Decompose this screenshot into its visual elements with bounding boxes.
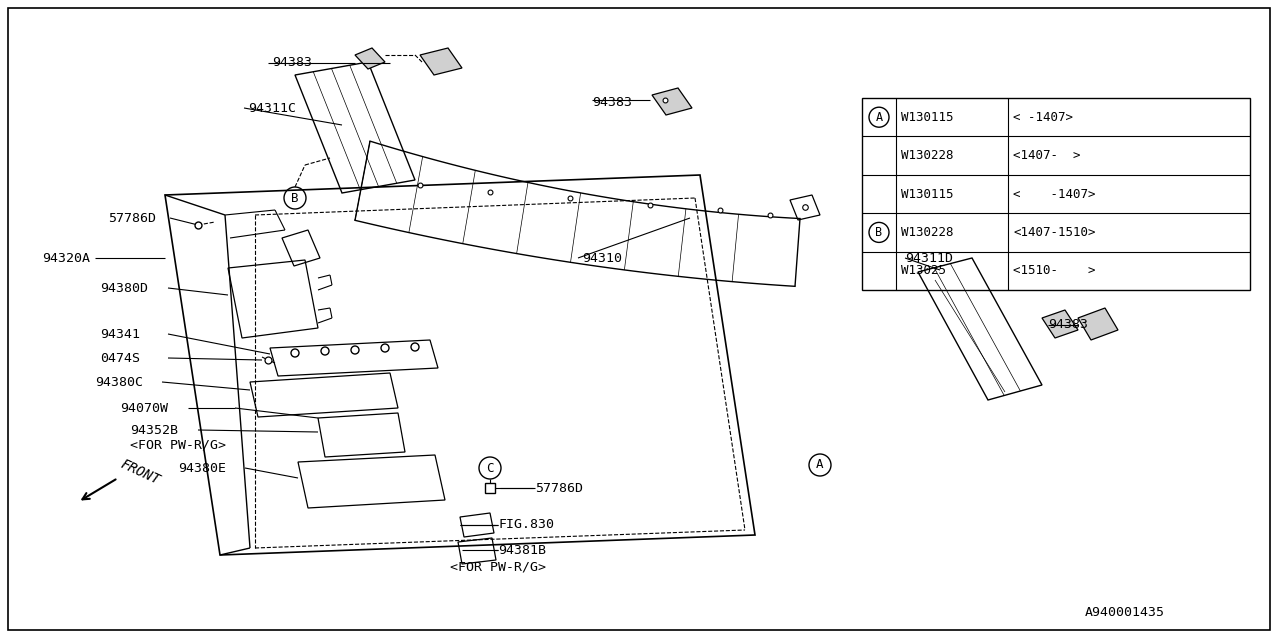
Text: W130228: W130228 bbox=[901, 226, 954, 239]
Text: 94352B: 94352B bbox=[131, 424, 178, 436]
Text: 94380E: 94380E bbox=[178, 461, 227, 474]
Text: 57786D: 57786D bbox=[108, 211, 156, 225]
Text: 94320A: 94320A bbox=[42, 252, 90, 264]
Text: 57786D: 57786D bbox=[535, 481, 582, 495]
Polygon shape bbox=[355, 48, 385, 69]
Text: 94383: 94383 bbox=[1048, 319, 1088, 332]
Text: <1407-  >: <1407- > bbox=[1012, 149, 1080, 162]
Text: <    -1407>: < -1407> bbox=[1012, 188, 1096, 200]
Text: 94070W: 94070W bbox=[120, 401, 168, 415]
Text: W130228: W130228 bbox=[901, 149, 954, 162]
Text: 94381B: 94381B bbox=[498, 543, 547, 557]
Text: 0474S: 0474S bbox=[100, 351, 140, 365]
Text: B: B bbox=[876, 226, 883, 239]
Text: W13025: W13025 bbox=[901, 264, 946, 277]
Text: 94380C: 94380C bbox=[95, 376, 143, 388]
Polygon shape bbox=[1042, 310, 1078, 338]
Text: <1510-    >: <1510- > bbox=[1012, 264, 1096, 277]
Text: < -1407>: < -1407> bbox=[1012, 111, 1073, 124]
Text: <FOR PW-R/G>: <FOR PW-R/G> bbox=[451, 561, 547, 573]
Polygon shape bbox=[652, 88, 692, 115]
Text: 94310: 94310 bbox=[582, 252, 622, 264]
Text: C: C bbox=[486, 461, 494, 474]
Text: W130115: W130115 bbox=[901, 188, 954, 200]
Text: A: A bbox=[876, 111, 883, 124]
Text: A940001435: A940001435 bbox=[1085, 605, 1165, 618]
Polygon shape bbox=[1078, 308, 1117, 340]
Text: 94311D: 94311D bbox=[905, 252, 954, 264]
Polygon shape bbox=[420, 48, 462, 75]
Text: 94380D: 94380D bbox=[100, 282, 148, 294]
Text: <FOR PW-R/G>: <FOR PW-R/G> bbox=[131, 438, 227, 451]
Text: <1407-1510>: <1407-1510> bbox=[1012, 226, 1096, 239]
Text: 94383: 94383 bbox=[591, 95, 632, 109]
Text: A: A bbox=[817, 458, 824, 472]
Text: B: B bbox=[292, 191, 298, 205]
Text: FIG.830: FIG.830 bbox=[498, 518, 554, 531]
Text: 94383: 94383 bbox=[273, 56, 312, 70]
Text: W130115: W130115 bbox=[901, 111, 954, 124]
Bar bbox=[861, 98, 1251, 290]
Text: 94341: 94341 bbox=[100, 328, 140, 340]
Text: 94311C: 94311C bbox=[248, 102, 296, 115]
Text: FRONT: FRONT bbox=[118, 457, 161, 487]
